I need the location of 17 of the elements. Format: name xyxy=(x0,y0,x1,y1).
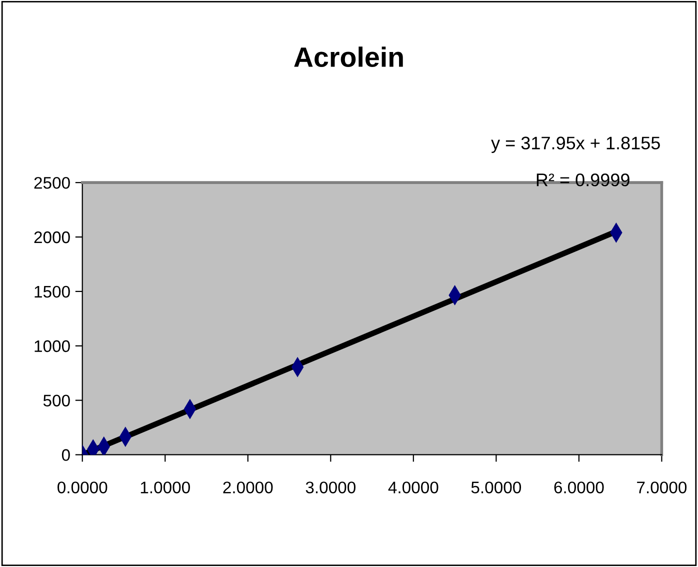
y-tick-label: 500 xyxy=(43,394,70,407)
y-tick-label: 1000 xyxy=(34,340,70,352)
x-tick-label: 5.0000 xyxy=(471,482,522,494)
x-tick-label: 4.0000 xyxy=(388,482,438,494)
y-tick-label: 2500 xyxy=(34,176,70,189)
y-tick-label: 0 xyxy=(62,449,70,461)
x-tick-label: 3.0000 xyxy=(306,482,356,494)
text: y = 317.95x + 1.8155 xyxy=(491,136,660,153)
x-tick-label: 7.0000 xyxy=(637,482,687,494)
x-tick-label: 0.0000 xyxy=(58,482,108,494)
chart-title: Acrolein xyxy=(294,46,403,67)
y-tick-label: 1500 xyxy=(34,286,70,298)
x-tick-label: 2.0000 xyxy=(223,482,273,494)
x-tick-label: 6.0000 xyxy=(554,482,604,494)
x-tick-label: 1.0000 xyxy=(140,482,190,494)
y-tick-label: 2000 xyxy=(34,231,70,244)
annotation: R² = 0.9999 xyxy=(536,174,630,186)
